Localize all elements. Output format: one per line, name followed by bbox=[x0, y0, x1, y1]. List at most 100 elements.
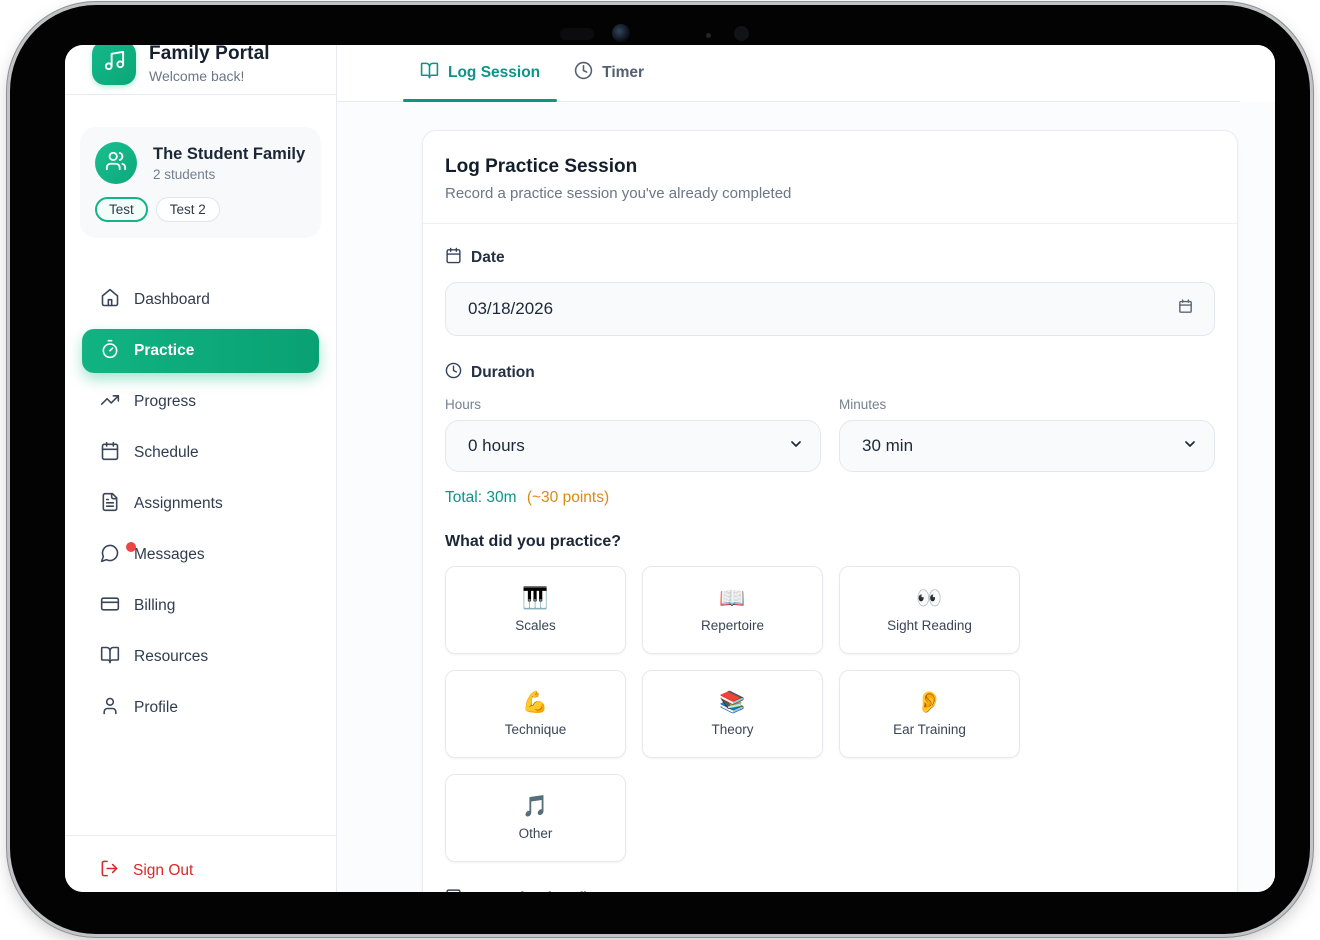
family-card: The Student Family 2 students Test Test … bbox=[80, 127, 321, 238]
calendar-picker-icon[interactable] bbox=[1177, 298, 1194, 320]
timer-icon bbox=[100, 339, 120, 364]
tab-bar: Log Session Timer bbox=[337, 45, 1275, 102]
notes-label-row: Notes (optional) bbox=[445, 888, 1215, 892]
card-body: Date 03/18/2026 Duration bbox=[423, 224, 1237, 892]
category-other[interactable]: 🎵 Other bbox=[445, 774, 626, 862]
sidebar-nav: Dashboard Practice Progress Schedule bbox=[65, 278, 336, 730]
category-label: Technique bbox=[504, 721, 567, 737]
brand-text: Family Portal Welcome back! bbox=[149, 45, 270, 84]
front-camera bbox=[612, 24, 630, 42]
home-icon bbox=[100, 288, 120, 313]
user-icon bbox=[100, 696, 120, 721]
sidebar-item-label: Practice bbox=[134, 342, 195, 359]
clock-icon bbox=[445, 362, 462, 384]
sidebar-item-assignments[interactable]: Assignments bbox=[82, 482, 319, 526]
sidebar-item-label: Resources bbox=[134, 648, 209, 665]
card-header: Log Practice Session Record a practice s… bbox=[423, 131, 1237, 224]
eyes-emoji-icon: 👀 bbox=[916, 586, 943, 610]
category-label: Scales bbox=[515, 617, 556, 633]
app-logo bbox=[92, 45, 136, 85]
category-scales[interactable]: 🎹 Scales bbox=[445, 566, 626, 654]
minutes-select[interactable]: 30 min bbox=[839, 420, 1215, 472]
book-open-icon bbox=[100, 645, 120, 670]
student-badge-test-2[interactable]: Test 2 bbox=[155, 197, 220, 222]
category-label: Other bbox=[518, 825, 553, 841]
book-open-icon bbox=[420, 61, 439, 85]
category-technique[interactable]: 💪 Technique bbox=[445, 670, 626, 758]
date-input[interactable]: 03/18/2026 bbox=[445, 282, 1215, 336]
category-label: Ear Training bbox=[893, 721, 966, 737]
category-label: Sight Reading bbox=[887, 617, 972, 633]
divider bbox=[65, 835, 336, 836]
hours-label: Hours bbox=[445, 397, 482, 412]
total-text: Total: 30m bbox=[445, 489, 517, 506]
tablet-frame: Family Portal Welcome back! The Studen bbox=[10, 5, 1310, 934]
sidebar-item-billing[interactable]: Billing bbox=[82, 584, 319, 628]
card-subtitle: Record a practice session you've already… bbox=[445, 185, 792, 202]
tab-label: Timer bbox=[602, 64, 645, 81]
sidebar-item-label: Billing bbox=[134, 597, 176, 614]
sidebar-item-label: Dashboard bbox=[134, 291, 210, 308]
users-icon bbox=[105, 150, 127, 177]
sidebar-item-resources[interactable]: Resources bbox=[82, 635, 319, 679]
trending-up-icon bbox=[100, 390, 120, 415]
card-title: Log Practice Session bbox=[445, 156, 638, 177]
hours-select[interactable]: 0 hours bbox=[445, 420, 821, 472]
content-scroll[interactable]: Log Practice Session Record a practice s… bbox=[337, 102, 1275, 892]
sidebar-item-practice[interactable]: Practice bbox=[82, 329, 319, 373]
sidebar-item-messages[interactable]: Messages bbox=[82, 533, 319, 577]
date-label: Date bbox=[471, 249, 505, 266]
sidebar-item-profile[interactable]: Profile bbox=[82, 686, 319, 730]
sidebar-item-progress[interactable]: Progress bbox=[82, 380, 319, 424]
chat-bubble-icon bbox=[100, 543, 120, 568]
log-session-card: Log Practice Session Record a practice s… bbox=[422, 130, 1238, 892]
sidebar: Family Portal Welcome back! The Studen bbox=[65, 45, 337, 892]
app-screen: Family Portal Welcome back! The Studen bbox=[65, 45, 1275, 892]
brand-header: Family Portal Welcome back! bbox=[65, 45, 336, 94]
ear-emoji-icon: 👂 bbox=[916, 690, 943, 714]
music-notes-emoji-icon: 🎵 bbox=[522, 794, 549, 818]
file-text-icon bbox=[100, 492, 120, 517]
notification-dot bbox=[126, 542, 136, 552]
sensor-dot bbox=[706, 33, 711, 38]
category-ear-training[interactable]: 👂 Ear Training bbox=[839, 670, 1020, 758]
category-label: Theory bbox=[711, 721, 754, 737]
avatar bbox=[95, 142, 137, 184]
main-area: Log Session Timer Log Practice Session R… bbox=[337, 45, 1275, 892]
student-badge-test[interactable]: Test bbox=[95, 197, 148, 222]
sidebar-item-label: Progress bbox=[134, 393, 197, 410]
calendar-icon bbox=[100, 441, 120, 466]
duration-total: Total: 30m (~30 points) bbox=[445, 489, 1215, 507]
sidebar-item-dashboard[interactable]: Dashboard bbox=[82, 278, 319, 322]
sign-out-button[interactable]: Sign Out bbox=[65, 836, 336, 892]
muscle-emoji-icon: 💪 bbox=[522, 690, 549, 714]
tab-timer[interactable]: Timer bbox=[557, 45, 661, 101]
sidebar-item-label: Profile bbox=[134, 699, 178, 716]
practice-question: What did you practice? bbox=[445, 533, 622, 550]
minutes-value: 30 min bbox=[862, 436, 914, 455]
chevron-down-icon bbox=[1182, 436, 1198, 457]
sidebar-item-schedule[interactable]: Schedule bbox=[82, 431, 319, 475]
duration-label-row: Duration bbox=[445, 362, 1215, 384]
category-theory[interactable]: 📚 Theory bbox=[642, 670, 823, 758]
category-label: Repertoire bbox=[700, 617, 765, 633]
category-grid: 🎹 Scales 📖 Repertoire 👀 bbox=[445, 566, 1215, 862]
date-label-row: Date bbox=[445, 247, 1215, 269]
points-text: (~30 points) bbox=[526, 489, 610, 506]
tab-log-session[interactable]: Log Session bbox=[403, 45, 558, 102]
credit-card-icon bbox=[100, 594, 120, 619]
category-repertoire[interactable]: 📖 Repertoire bbox=[642, 566, 823, 654]
sidebar-item-label: Messages bbox=[134, 546, 205, 563]
notes-label: Notes (optional) bbox=[471, 890, 589, 892]
divider bbox=[65, 94, 336, 95]
log-out-icon bbox=[100, 859, 119, 883]
hours-value: 0 hours bbox=[468, 436, 525, 455]
minutes-label: Minutes bbox=[839, 397, 887, 412]
calendar-icon bbox=[445, 247, 462, 269]
students-count: 2 students bbox=[153, 166, 216, 182]
music-note-icon bbox=[103, 49, 126, 77]
tab-label: Log Session bbox=[448, 64, 541, 81]
category-sight-reading[interactable]: 👀 Sight Reading bbox=[839, 566, 1020, 654]
sensor-ring bbox=[734, 26, 749, 41]
sidebar-item-label: Schedule bbox=[134, 444, 199, 461]
